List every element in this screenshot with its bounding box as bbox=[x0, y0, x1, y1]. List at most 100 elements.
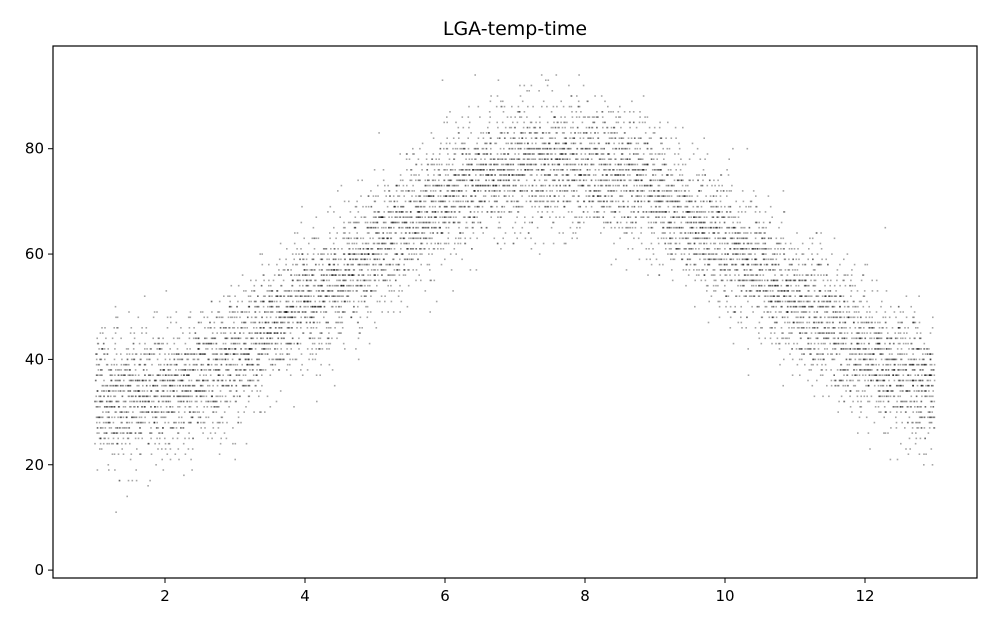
scatter-point bbox=[320, 332, 323, 334]
scatter-point bbox=[529, 174, 532, 176]
scatter-point bbox=[373, 242, 376, 245]
scatter-point bbox=[204, 337, 206, 340]
scatter-point bbox=[544, 142, 547, 145]
scatter-point bbox=[107, 348, 109, 350]
scatter-point bbox=[292, 279, 294, 282]
scatter-point bbox=[322, 248, 325, 250]
scatter-point bbox=[543, 153, 546, 155]
scatter-point bbox=[510, 211, 513, 213]
scatter-point bbox=[154, 379, 156, 382]
scatter-point bbox=[258, 311, 261, 313]
scatter-point bbox=[457, 184, 460, 187]
scatter-point bbox=[238, 337, 240, 340]
scatter-point bbox=[328, 348, 330, 350]
scatter-point bbox=[229, 327, 231, 329]
scatter-point bbox=[523, 147, 526, 150]
scatter-point bbox=[459, 237, 462, 240]
scatter-point bbox=[341, 321, 344, 324]
scatter-point bbox=[410, 248, 412, 250]
scatter-point bbox=[408, 226, 411, 229]
scatter-point bbox=[223, 348, 226, 350]
scatter-point bbox=[539, 147, 541, 150]
scatter-point bbox=[342, 232, 345, 234]
scatter-point bbox=[547, 153, 549, 155]
scatter-point bbox=[213, 406, 215, 408]
scatter-point bbox=[182, 427, 185, 429]
scatter-point bbox=[100, 369, 102, 371]
scatter-point bbox=[494, 190, 496, 192]
scatter-point bbox=[459, 179, 461, 182]
scatter-point bbox=[138, 395, 140, 398]
scatter-point bbox=[482, 184, 485, 187]
scatter-point bbox=[509, 158, 511, 160]
scatter-point bbox=[569, 158, 571, 160]
scatter-point bbox=[352, 290, 354, 292]
scatter-point bbox=[355, 205, 358, 208]
scatter-point bbox=[301, 274, 304, 276]
scatter-point bbox=[530, 237, 532, 240]
scatter-point bbox=[511, 174, 513, 176]
scatter-point bbox=[558, 216, 561, 218]
scatter-point bbox=[99, 437, 102, 440]
scatter-point bbox=[408, 258, 411, 261]
scatter-point bbox=[551, 190, 553, 192]
scatter-point bbox=[308, 337, 311, 340]
scatter-point bbox=[392, 263, 394, 266]
scatter-point bbox=[511, 142, 513, 145]
scatter-point bbox=[385, 226, 387, 229]
scatter-point bbox=[434, 226, 437, 229]
scatter-point bbox=[290, 305, 293, 308]
scatter-point bbox=[99, 358, 102, 361]
scatter-point bbox=[164, 374, 167, 376]
scatter-point bbox=[354, 221, 356, 224]
scatter-point bbox=[548, 142, 551, 145]
scatter-point bbox=[580, 111, 582, 113]
scatter-point bbox=[140, 421, 143, 424]
scatter-point bbox=[210, 342, 212, 345]
scatter-point bbox=[550, 200, 553, 203]
scatter-point bbox=[501, 158, 504, 160]
scatter-point bbox=[366, 248, 369, 250]
scatter-point bbox=[450, 216, 452, 218]
scatter-point bbox=[447, 184, 449, 187]
scatter-point bbox=[196, 342, 198, 345]
scatter-point bbox=[220, 379, 223, 382]
scatter-point bbox=[494, 184, 497, 187]
scatter-point bbox=[319, 374, 321, 376]
scatter-point bbox=[149, 374, 152, 376]
scatter-point bbox=[377, 195, 379, 197]
scatter-point bbox=[264, 369, 267, 371]
scatter-point bbox=[468, 174, 471, 176]
scatter-point bbox=[325, 311, 328, 313]
scatter-point bbox=[135, 395, 137, 398]
scatter-point bbox=[502, 169, 505, 171]
scatter-point bbox=[229, 374, 231, 376]
scatter-point bbox=[322, 300, 325, 303]
scatter-point bbox=[99, 400, 101, 403]
scatter-point bbox=[417, 179, 420, 182]
scatter-point bbox=[502, 184, 505, 187]
scatter-point bbox=[523, 163, 526, 166]
scatter-point bbox=[150, 427, 152, 429]
scatter-point bbox=[104, 406, 106, 408]
scatter-point bbox=[557, 200, 560, 203]
scatter-point bbox=[266, 290, 269, 292]
scatter-point bbox=[356, 321, 359, 324]
scatter-point bbox=[528, 184, 530, 187]
scatter-point bbox=[245, 311, 248, 313]
scatter-point bbox=[114, 411, 116, 413]
scatter-point bbox=[448, 184, 450, 187]
scatter-point bbox=[488, 190, 491, 192]
scatter-point bbox=[541, 137, 544, 139]
scatter-point bbox=[547, 142, 550, 145]
scatter-point bbox=[120, 411, 123, 413]
scatter-point bbox=[576, 226, 578, 229]
scatter-point bbox=[447, 232, 450, 234]
scatter-point bbox=[267, 332, 269, 334]
scatter-point bbox=[449, 111, 451, 113]
scatter-point bbox=[459, 211, 461, 213]
scatter-point bbox=[547, 158, 549, 160]
scatter-point bbox=[288, 327, 291, 329]
scatter-point bbox=[530, 200, 532, 203]
scatter-point bbox=[503, 195, 506, 197]
